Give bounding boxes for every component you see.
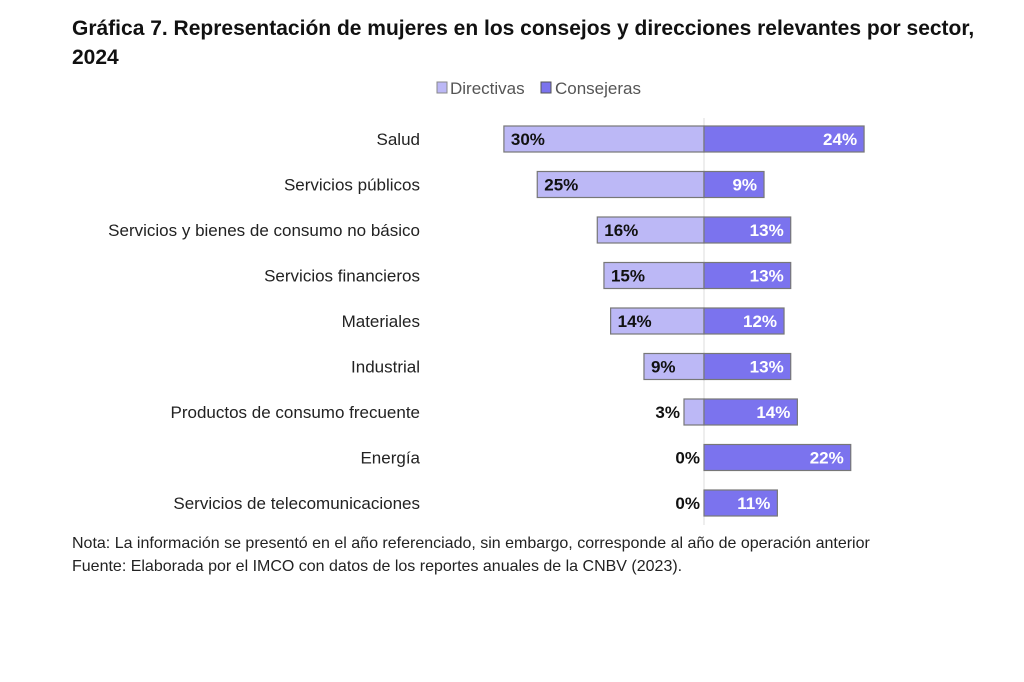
data-label-directivas: 3% xyxy=(655,403,680,422)
data-label-directivas: 0% xyxy=(675,494,700,513)
data-label-directivas: 25% xyxy=(544,176,578,195)
data-label-directivas: 0% xyxy=(675,449,700,468)
data-label-consejeras: 13% xyxy=(750,221,784,240)
legend-swatch-consejeras xyxy=(540,81,552,94)
data-label-consejeras: 12% xyxy=(743,312,777,331)
bar-consejeras xyxy=(703,443,852,472)
chart-title: Gráfica 7. Representación de mujeres en … xyxy=(72,17,975,69)
source-text: Fuente: Elaborada por el IMCO con datos … xyxy=(72,558,683,575)
bar-directivas xyxy=(610,307,705,335)
category-label: Salud xyxy=(377,130,420,149)
bar-consejeras xyxy=(703,489,778,517)
legend-label-consejeras: Consejeras xyxy=(555,79,641,98)
bar-consejeras xyxy=(703,216,792,244)
data-label-directivas: 16% xyxy=(604,221,638,240)
category-label: Servicios públicos xyxy=(284,176,420,195)
legend-label-directivas: Directivas xyxy=(450,79,525,98)
data-label-consejeras: 22% xyxy=(810,449,844,468)
note-text: Nota: La información se presentó en el a… xyxy=(72,535,870,552)
category-label: Servicios de telecomunicaciones xyxy=(173,494,420,513)
data-label-consejeras: 24% xyxy=(823,130,857,149)
data-label-directivas: 14% xyxy=(618,312,652,331)
bar-consejeras xyxy=(703,261,792,290)
data-label-consejeras: 11% xyxy=(737,494,770,513)
category-label: Industrial xyxy=(351,358,420,377)
data-label-consejeras: 13% xyxy=(750,267,784,286)
diverging-bar-chart: Directivas Consejeras Salud 30% 24% Servicios… xyxy=(108,79,865,525)
data-label-consejeras: 14% xyxy=(756,403,790,422)
bar-directivas xyxy=(503,125,705,153)
bar-consejeras xyxy=(703,398,798,426)
legend-swatch-directivas xyxy=(436,81,448,94)
category-label: Energía xyxy=(360,449,420,468)
category-label: Productos de consumo frecuente xyxy=(171,403,420,422)
bar-directivas xyxy=(596,216,705,244)
bar-consejeras xyxy=(703,307,785,335)
data-label-directivas: 15% xyxy=(611,267,645,286)
bar-directivas xyxy=(643,352,705,381)
data-label-consejeras: 13% xyxy=(750,358,784,377)
chart-notes: Nota: La información se presentó en el a… xyxy=(72,532,870,578)
data-label-consejeras: 9% xyxy=(732,176,757,195)
category-label: Servicios y bienes de consumo no básico xyxy=(108,221,420,240)
bar-directivas xyxy=(603,261,705,290)
bar-directivas xyxy=(683,398,705,426)
bar-consejeras xyxy=(703,125,865,153)
bar-consejeras xyxy=(703,170,765,199)
data-label-directivas: 9% xyxy=(651,358,676,377)
bar-consejeras xyxy=(703,352,792,381)
category-label: Materiales xyxy=(342,312,420,331)
category-label: Servicios financieros xyxy=(264,267,420,286)
data-label-directivas: 30% xyxy=(511,130,545,149)
